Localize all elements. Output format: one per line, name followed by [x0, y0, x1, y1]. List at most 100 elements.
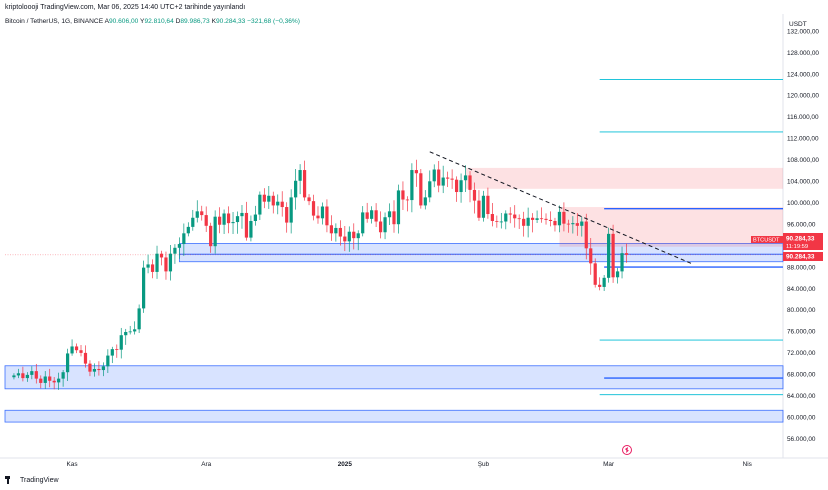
tradingview-logo[interactable]: TradingView — [5, 476, 59, 484]
candle-body — [370, 210, 374, 219]
candle-body — [249, 220, 253, 238]
candle-body — [387, 211, 392, 218]
x-axis: Kas Ara 2025 Şub Mar Nis — [67, 461, 752, 468]
candle-body — [624, 253, 629, 255]
candle-body — [361, 212, 365, 234]
candle-body — [267, 195, 271, 202]
candle-body — [513, 214, 517, 219]
candle-body — [209, 225, 213, 247]
candle-body — [486, 195, 490, 215]
ticker-tag-label: BTCUSDT — [753, 238, 780, 244]
y-tick-label: 88.000,00 — [787, 264, 816, 271]
candle-body — [437, 169, 441, 186]
candle-body — [575, 223, 579, 226]
candle-body — [504, 213, 508, 222]
brand-name: TradingView — [20, 476, 59, 484]
candle-body — [472, 189, 477, 201]
candle-body — [343, 236, 347, 242]
candle-body — [526, 217, 530, 226]
open-value: 90.606,00 — [108, 18, 139, 25]
open-label: A — [104, 18, 109, 25]
candle-body — [365, 212, 369, 219]
candle-body — [235, 216, 240, 223]
candle-body — [468, 175, 472, 190]
candle-body — [490, 214, 494, 221]
candle-body — [164, 257, 168, 272]
candle-body — [285, 207, 289, 223]
candle-body — [593, 263, 597, 285]
candle-body — [602, 277, 606, 287]
candle-body — [34, 371, 38, 379]
candle-body — [410, 170, 414, 201]
candle-body — [280, 201, 284, 208]
candle-body — [57, 378, 61, 383]
candle-body — [374, 210, 378, 222]
y-tick-label: 84.000,00 — [787, 286, 816, 293]
candle-body — [607, 233, 611, 278]
candle-body — [454, 179, 459, 193]
candle-body — [423, 197, 427, 206]
y-tick-label: 60.000,00 — [787, 414, 816, 421]
y-tick-label: 104.000,00 — [787, 179, 819, 186]
close-value: 90.284,33 — [215, 18, 246, 25]
zones-layer — [4, 167, 784, 423]
x-tick-label: Ara — [201, 461, 211, 468]
candle-body — [177, 244, 181, 248]
candle-body — [396, 190, 401, 225]
y-tick-label: 80.000,00 — [787, 307, 816, 314]
candle-body — [141, 267, 146, 309]
last-price-tag-bg — [783, 252, 823, 261]
y-tick-label: 124.000,00 — [787, 71, 819, 78]
candle-body — [320, 206, 325, 219]
y-tick-label: 76.000,00 — [787, 329, 816, 336]
y-tick-label: 100.000,00 — [787, 200, 819, 207]
candle-body — [302, 170, 307, 198]
candle-body — [101, 366, 105, 371]
candle-body — [414, 170, 418, 174]
x-tick-label: Nis — [743, 461, 752, 468]
candle-body — [441, 177, 445, 186]
candle-body — [580, 221, 584, 226]
candle-body — [539, 218, 544, 220]
y-tick-label: 64.000,00 — [787, 393, 816, 400]
candle-body — [137, 308, 141, 330]
candle-body — [294, 180, 298, 198]
candle-body — [356, 233, 360, 239]
candle-body — [405, 199, 410, 201]
y-tick-label: 132.000,00 — [787, 28, 819, 35]
candle-body — [43, 376, 47, 383]
candle-body — [52, 380, 56, 383]
candle-body — [566, 223, 570, 225]
candle-body — [446, 177, 450, 179]
price-tags: BTCUSDT 90.284,33 11:19:59 90.284,33 — [751, 233, 823, 261]
currency-label[interactable]: USDT — [789, 21, 807, 28]
publish-info: kriptoloooji TradingView.com, Mar 06, 20… — [5, 4, 246, 11]
candle-body — [499, 221, 503, 223]
low-label: D — [175, 18, 181, 25]
candle-body — [244, 212, 249, 238]
candle-body — [338, 227, 342, 237]
candle-body — [115, 349, 119, 350]
zone-resistance-3 — [465, 167, 783, 189]
candle-body — [106, 355, 110, 367]
zone-resistance-2 — [559, 207, 783, 247]
last-price-tag: 90.284,33 — [786, 254, 815, 261]
candle-body — [392, 211, 396, 225]
candle-body — [262, 194, 266, 202]
candles-layer — [12, 159, 629, 390]
candle-body — [39, 378, 43, 383]
candle-body — [12, 375, 16, 378]
candle-body — [222, 213, 226, 225]
high-label: Y — [140, 18, 145, 25]
event-icon[interactable] — [622, 445, 632, 455]
candle-body — [611, 233, 615, 278]
candle-body — [276, 201, 280, 206]
candle-body — [150, 264, 155, 272]
candle-body — [124, 331, 128, 336]
candle-body — [432, 169, 436, 182]
candle-body — [495, 220, 499, 222]
candle-body — [88, 363, 92, 372]
y-axis: 56.000,00 60.000,00 64.000,00 68.000,00 72.0… — [787, 28, 819, 443]
candle-body — [204, 215, 208, 226]
